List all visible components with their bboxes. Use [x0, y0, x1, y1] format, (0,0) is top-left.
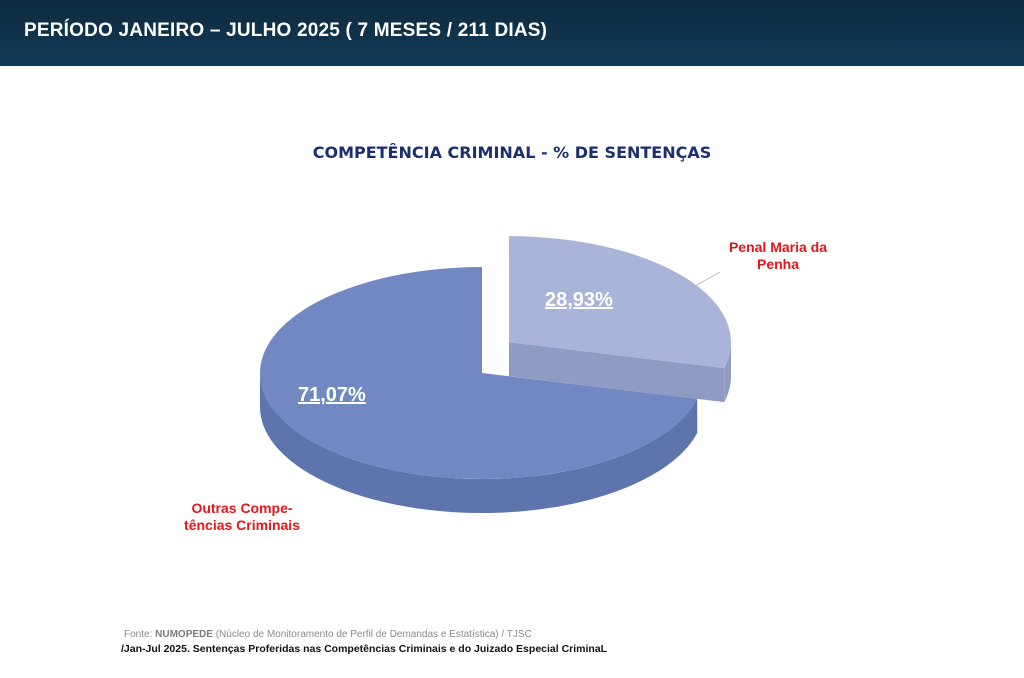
slice-side-outras-competencias [260, 373, 698, 513]
data-label-outras: 71,07% [298, 384, 366, 406]
slice-penal-maria-da-penha [508, 236, 731, 369]
category-label-outras: Outras Compe-tências Criminais [184, 500, 300, 533]
source-org: NUMOPEDE [155, 629, 213, 640]
page-title: PERÍODO JANEIRO – JULHO 2025 ( 7 MESES /… [24, 20, 548, 41]
header-bar: PERÍODO JANEIRO – JULHO 2025 ( 7 MESES /… [0, 0, 1024, 66]
slice-cut-penal-maria-da-penha [508, 342, 725, 403]
slice-outras-competencias [260, 267, 698, 480]
chart-title: COMPETÊNCIA CRIMINAL - % DE SENTENÇAS [312, 143, 712, 162]
source-note: Fonte: NUMOPEDE (Núcleo de Monitoramento… [124, 629, 532, 640]
slice-side-penal-maria-da-penha [724, 342, 731, 403]
source-prefix: Fonte: [124, 629, 156, 640]
category-label-penal: Penal Maria da Penha [729, 239, 827, 272]
source-rest: (Núcleo de Monitoramento de Perfil de De… [212, 629, 532, 640]
footer-note: /Jan-Jul 2025. Sentenças Proferidas nas … [121, 643, 608, 655]
data-label-penal: 28,93% [545, 289, 613, 311]
leader-line-penal [687, 271, 721, 291]
